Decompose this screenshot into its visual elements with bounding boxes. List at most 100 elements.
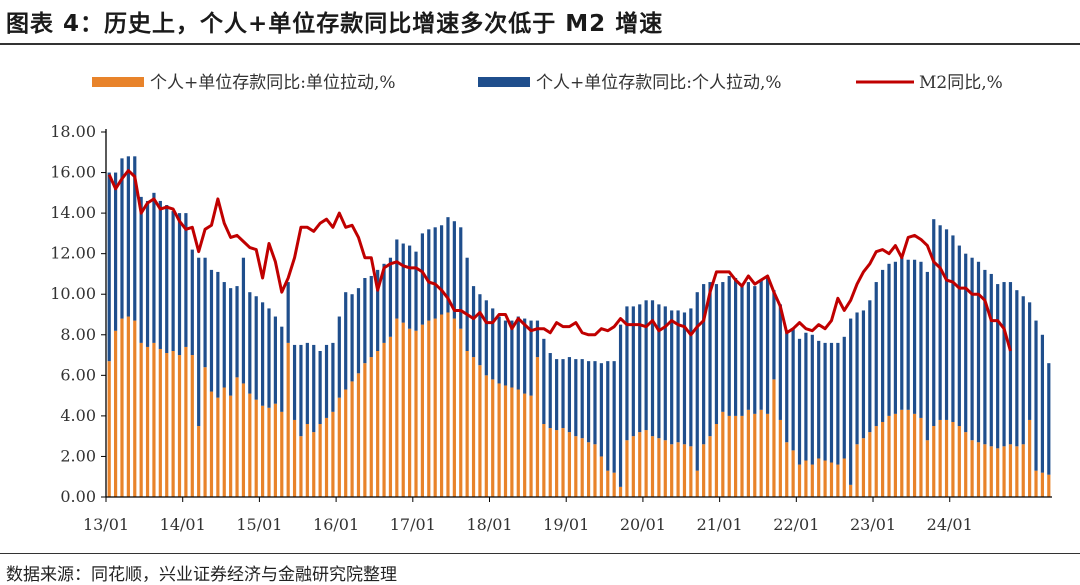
bar-personal — [305, 342, 309, 424]
bar-unit — [548, 428, 552, 497]
bar-personal — [823, 342, 827, 461]
x-tick-label: 24/01 — [927, 515, 973, 534]
y-tick-label: 16.00 — [50, 163, 96, 182]
bar-personal — [171, 211, 175, 351]
bar-personal — [887, 263, 891, 416]
bar-personal — [932, 219, 936, 427]
bar-unit — [1034, 470, 1038, 497]
bar-unit — [976, 442, 981, 497]
bar-unit — [555, 430, 559, 497]
bar-personal — [804, 332, 808, 461]
bar-personal — [235, 286, 239, 378]
bar-personal — [868, 300, 872, 433]
bar-unit — [516, 389, 520, 497]
bar-unit — [388, 336, 393, 497]
bar-personal — [791, 328, 795, 451]
bar-unit — [107, 361, 111, 497]
bar-unit — [676, 442, 680, 497]
bar-unit — [126, 316, 130, 497]
bar-unit — [331, 411, 335, 497]
bar-personal — [548, 353, 552, 429]
bar-personal — [388, 257, 393, 337]
bar-personal — [209, 269, 214, 392]
y-tick-label: 0.00 — [60, 487, 96, 506]
bar-personal — [797, 338, 802, 465]
bar-unit — [312, 432, 316, 497]
bar-unit — [727, 415, 731, 497]
x-tick-label: 13/01 — [83, 515, 129, 534]
bar-personal — [126, 156, 130, 317]
bar-unit — [612, 472, 616, 497]
bar-personal — [433, 227, 437, 319]
bar-unit — [702, 444, 706, 497]
bar-personal — [593, 361, 597, 445]
bar-personal — [312, 344, 316, 433]
bar-unit — [657, 438, 661, 497]
bar-personal — [555, 359, 559, 431]
bar-unit — [586, 442, 591, 497]
chart-axes: 0.00 2.00 4.00 6.00 8.00 10.00 12.00 14.00 16.00… — [50, 122, 1052, 534]
bar-personal — [938, 225, 942, 420]
y-tick-label: 18.00 — [50, 122, 96, 141]
bar-personal — [810, 334, 814, 465]
y-tick-label: 12.00 — [50, 244, 96, 263]
bar-personal — [676, 310, 680, 443]
bar-personal — [382, 263, 386, 343]
bar-personal — [184, 213, 188, 347]
bar-unit — [951, 421, 955, 497]
bar-personal — [695, 292, 699, 471]
bar-personal — [1034, 320, 1038, 471]
chart-legend: 个人+单位存款同比:单位拉动,% 个人+单位存款同比:个人拉动,% M2同比,% — [92, 73, 1003, 93]
legend-label: M2同比,% — [919, 73, 1003, 93]
bar-unit — [510, 387, 514, 497]
bar-unit — [408, 328, 412, 497]
bar-unit — [241, 383, 246, 497]
bar-unit — [663, 440, 667, 497]
bar-unit — [491, 379, 495, 497]
bar-unit — [261, 405, 265, 497]
bar-personal — [152, 192, 156, 343]
bar-personal — [714, 284, 719, 424]
bar-personal — [957, 245, 961, 427]
bar-unit — [829, 462, 834, 497]
bar-personal — [861, 310, 866, 439]
bar-personal — [772, 290, 776, 380]
y-tick-label: 8.00 — [60, 325, 96, 344]
bar-unit — [433, 318, 437, 497]
bar-personal — [331, 342, 335, 412]
bar-personal — [919, 261, 923, 418]
bar-unit — [497, 383, 501, 497]
bar-unit — [197, 426, 201, 497]
line-series-group — [107, 169, 1012, 352]
bar-unit — [900, 409, 904, 497]
bar-personal — [689, 308, 693, 447]
legend-unit-swatch — [92, 77, 144, 87]
bar-personal — [893, 261, 897, 414]
bar-unit — [324, 417, 329, 497]
title-divider — [0, 43, 1080, 45]
bar-personal — [702, 284, 706, 445]
bar-unit — [1015, 446, 1019, 497]
bar-unit — [318, 424, 322, 497]
bar-personal — [337, 316, 341, 398]
bar-personal — [542, 338, 546, 424]
bar-unit — [145, 346, 150, 497]
bar-personal — [951, 235, 955, 422]
bar-personal — [631, 306, 635, 437]
bar-personal — [944, 229, 949, 420]
bar-personal — [241, 257, 246, 384]
bar-unit — [855, 444, 859, 497]
bar-unit — [932, 426, 936, 497]
bar-personal — [107, 172, 111, 362]
bar-personal — [267, 308, 271, 408]
bar-unit — [222, 387, 226, 497]
bar-unit — [184, 346, 188, 497]
bar-unit — [1002, 446, 1006, 497]
bar-unit — [1028, 419, 1032, 497]
bar-personal — [529, 320, 533, 396]
source-note: 数据来源：同花顺，兴业证券经济与金融研究院整理 — [6, 565, 397, 585]
bar-unit — [944, 419, 949, 497]
bar-unit — [363, 363, 367, 497]
bar-unit — [273, 403, 277, 497]
bar-unit — [190, 355, 194, 497]
